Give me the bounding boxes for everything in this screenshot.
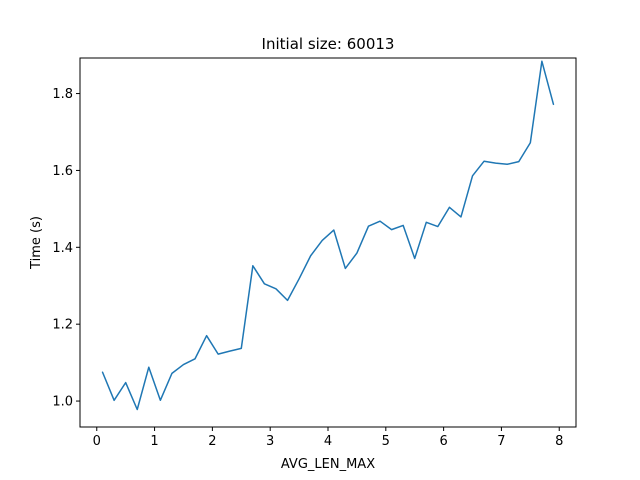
y-tick-label: 1.4 xyxy=(52,241,73,256)
y-tick-label: 1.6 xyxy=(52,164,73,179)
x-tick-label: 5 xyxy=(382,434,390,449)
x-tick-label: 6 xyxy=(439,434,447,449)
x-tick-label: 8 xyxy=(555,434,563,449)
x-tick-label: 7 xyxy=(497,434,505,449)
x-axis-label: AVG_LEN_MAX xyxy=(281,457,375,472)
chart-title: Initial size: 60013 xyxy=(262,35,395,53)
plot-area-frame xyxy=(79,57,577,428)
series-line xyxy=(101,60,555,411)
x-tick-label: 2 xyxy=(208,434,216,449)
y-tick-label: 1.8 xyxy=(52,87,73,102)
y-axis-label: Time (s) xyxy=(29,216,44,270)
x-tick-label: 1 xyxy=(150,434,158,449)
x-tick-label: 0 xyxy=(93,434,101,449)
y-tick-label: 1.0 xyxy=(52,395,73,410)
x-tick-label: 3 xyxy=(266,434,274,449)
y-tick-label: 1.2 xyxy=(52,318,73,333)
axis-ticks: 0 1 2 3 4 5 6 7 8 1.0 1.2 1.4 1.6 1.8 xyxy=(52,87,563,449)
x-tick-label: 4 xyxy=(324,434,332,449)
